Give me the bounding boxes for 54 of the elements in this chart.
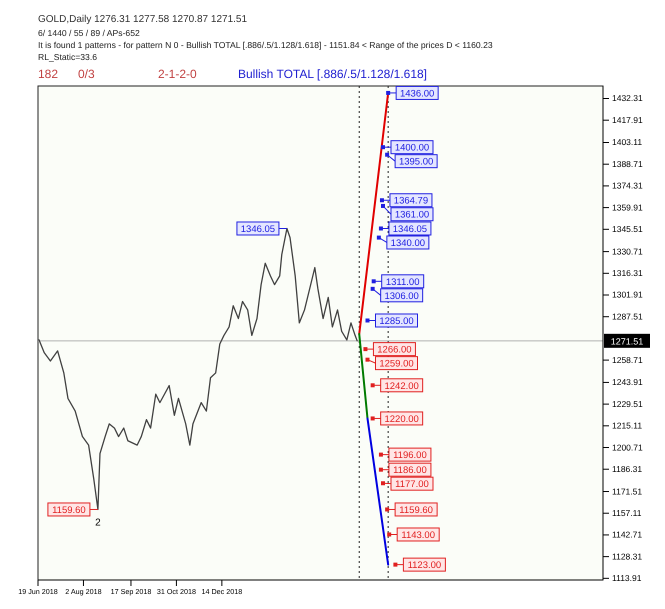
text: 182 <box>38 67 58 81</box>
y-tick-label: 1157.11 <box>612 508 642 518</box>
text: 6/ 1440 / 55 / 89 / APs-652 <box>38 28 140 38</box>
data-label: 1196.00 <box>393 450 427 462</box>
chart-title: GOLD,Daily 1276.31 1277.58 1270.87 1271.51 <box>38 14 248 25</box>
text: Bullish TOTAL [.886/.5/1.128/1.618] <box>238 67 428 81</box>
data-label: 1220.00 <box>384 414 419 425</box>
y-tick-label: 1113.91 <box>612 573 642 584</box>
data-label: 1285.00 <box>379 316 414 327</box>
data-label: 1364.79 <box>394 196 428 207</box>
data-label: 1259.00 <box>379 358 414 370</box>
data-label: 1177.00 <box>395 479 429 490</box>
data-label: 1123.00 <box>408 560 442 572</box>
data-label: 1361.00 <box>394 210 430 221</box>
y-tick-label: 1229.51 <box>612 398 643 409</box>
y-tick-label: 1215.11 <box>612 420 642 431</box>
data-label: 1159.60 <box>52 504 86 516</box>
y-tick-label: 1316.31 <box>612 268 643 278</box>
text: It is found 1 patterns - for pattern N 0 - Bullish TOTAL [.886/.5/1.128/1.618] - 1151.84 < Range of the prices D < 1160.23 <box>38 40 493 50</box>
data-label: 1186.00 <box>393 465 427 476</box>
annotation: 2 <box>95 517 102 528</box>
y-tick-label: 1432.31 <box>612 93 643 104</box>
text: 2-1-2-0 <box>158 67 198 81</box>
y-tick-label: 1128.31 <box>612 551 642 562</box>
y-tick-label: 1388.71 <box>612 158 643 169</box>
data-label: 1346.05 <box>392 224 428 235</box>
y-tick-label: 1243.91 <box>612 377 643 388</box>
y-tick-label: 1374.31 <box>612 180 643 191</box>
y-tick-label: 1258.71 <box>612 354 643 365</box>
data-label: 1436.00 <box>400 88 434 100</box>
data-label: 1306.00 <box>384 290 419 302</box>
y-tick-label: 1287.51 <box>612 311 643 322</box>
data-label: 1395.00 <box>398 156 434 168</box>
data-label: 1346.05 <box>240 224 276 235</box>
data-label: 1400.00 <box>394 142 430 154</box>
y-tick-label: 1417.91 <box>612 114 643 125</box>
y-tick-label: 1171.51 <box>612 486 642 496</box>
y-tick-label: 1330.71 <box>612 246 643 256</box>
text: 0/3 <box>78 67 96 81</box>
y-tick-label: 1359.91 <box>612 202 643 212</box>
data-label: 1159.60 <box>399 504 433 516</box>
y-tick-label: 1301.91 <box>612 290 643 300</box>
y-tick-label: 1200.71 <box>612 442 643 452</box>
data-label: 1242.00 <box>384 380 419 392</box>
data-label: 1143.00 <box>401 530 436 541</box>
data-label: 1266.00 <box>377 344 412 356</box>
data-label: 1311.00 <box>386 276 420 288</box>
ref-line-label: 1271.51 <box>610 336 644 346</box>
data-label: 1340.00 <box>390 238 426 249</box>
y-tick-label: 1186.31 <box>612 464 642 474</box>
y-tick-label: 1142.71 <box>612 530 642 540</box>
text: RL_Static=33.6 <box>38 52 98 62</box>
y-tick-label: 1345.51 <box>612 224 643 234</box>
y-tick-label: 1403.11 <box>612 137 642 148</box>
